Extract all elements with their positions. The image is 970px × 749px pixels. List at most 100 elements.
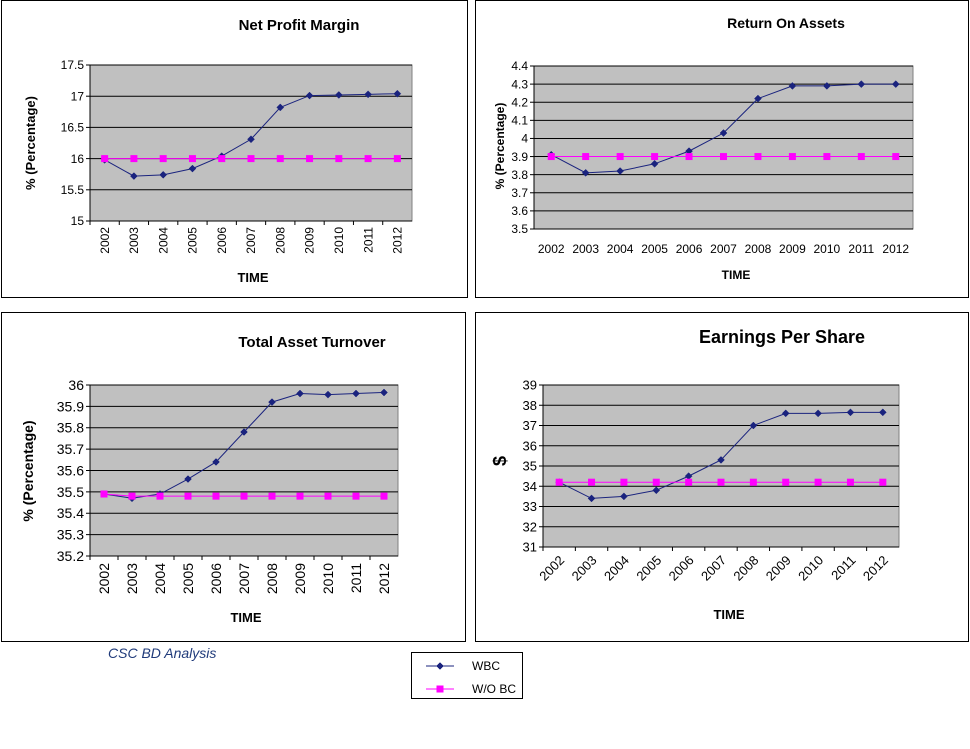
x-tick-label: 2010 xyxy=(814,242,841,256)
x-tick-label: 2002 xyxy=(98,227,112,254)
y-tick-label: 31 xyxy=(523,540,537,555)
y-tick-label: 39 xyxy=(523,378,537,393)
x-tick-label: 2005 xyxy=(633,553,664,584)
x-tick-label: 2002 xyxy=(538,242,565,256)
data-point-wbc xyxy=(652,486,661,495)
chart-title: Earnings Per Share xyxy=(699,327,865,347)
legend-marker xyxy=(436,662,444,670)
data-point-wbc xyxy=(719,129,728,137)
x-tick-label: 2010 xyxy=(795,553,826,584)
y-tick-label: 17.5 xyxy=(61,58,85,72)
y-tick-label: 35.7 xyxy=(57,441,84,457)
x-tick-label: 2005 xyxy=(180,563,196,594)
data-point-wo-bc xyxy=(685,153,693,161)
y-axis-label: % (Percentage) xyxy=(23,96,38,190)
legend-label: WBC xyxy=(472,659,500,673)
data-point-wbc xyxy=(240,428,248,436)
data-point-wbc xyxy=(159,170,168,179)
x-tick-label: 2006 xyxy=(676,242,703,256)
x-tick-label: 2003 xyxy=(124,563,140,594)
chart-panel-net-profit-margin: 15 15.5 16 16.5 17 17.5 2002 2003 2004 2005 2006 20… xyxy=(1,0,468,298)
x-tick-label: 2004 xyxy=(152,563,168,594)
data-point-wo-bc xyxy=(276,155,284,163)
x-tick-label: 2007 xyxy=(698,553,729,584)
data-point-wo-bc xyxy=(268,492,276,500)
x-tick-label: 2003 xyxy=(569,553,600,584)
data-point-wbc xyxy=(891,80,900,88)
y-tick-label: 15.5 xyxy=(61,183,85,197)
data-point-wo-bc xyxy=(788,153,796,161)
data-point-wo-bc xyxy=(749,478,757,486)
data-point-wbc xyxy=(296,389,304,398)
y-tick-label: 35.5 xyxy=(57,484,84,500)
data-point-wo-bc xyxy=(620,478,628,486)
x-tick-label: 2004 xyxy=(607,242,634,256)
y-tick-label: 33 xyxy=(523,499,537,514)
data-point-wo-bc xyxy=(188,155,196,163)
data-point-wo-bc xyxy=(393,155,401,163)
x-tick-label: 2007 xyxy=(244,227,258,254)
chart-panel-total-asset-turnover: 35.2 35.3 35.4 35.5 35.6 35.7 35.8 35.9 36 2002 20… xyxy=(1,312,466,642)
x-tick-label: 2007 xyxy=(710,242,737,256)
x-tick-label: 2004 xyxy=(601,553,632,584)
y-tick-label: 36 xyxy=(523,438,537,453)
data-point-wbc xyxy=(212,458,220,466)
x-tick-label: 2002 xyxy=(96,563,112,594)
y-tick-label: 16.5 xyxy=(61,121,85,135)
y-tick-label: 3.9 xyxy=(511,150,528,164)
data-point-wo-bc xyxy=(879,478,887,486)
chart-panel-return-on-assets: 3.5 3.6 3.7 3.8 3.9 4 4.1 4.2 4.3 4.4 2002 2003 2004… xyxy=(475,0,969,298)
data-point-wo-bc xyxy=(352,492,360,500)
data-point-wo-bc xyxy=(159,155,167,163)
data-point-wo-bc xyxy=(306,155,314,163)
y-tick-label: 4.4 xyxy=(511,59,528,73)
y-tick-label: 35.8 xyxy=(57,420,84,436)
x-axis-label: TIME xyxy=(713,607,744,622)
x-tick-label: 2009 xyxy=(303,227,317,254)
chart-title: Total Asset Turnover xyxy=(238,334,385,351)
data-point-wo-bc xyxy=(335,155,343,163)
y-tick-label: 35.2 xyxy=(57,548,84,564)
y-tick-label: 36 xyxy=(68,377,84,393)
x-axis-label: TIME xyxy=(722,268,751,282)
x-tick-label: 2012 xyxy=(882,242,909,256)
chart-panel-earnings-per-share: 31 32 33 34 35 36 37 38 39 2002 2003 2004 2005 2006 20… xyxy=(475,312,969,642)
y-tick-label: 4.2 xyxy=(511,95,528,109)
data-point-wbc xyxy=(581,169,590,177)
y-tick-label: 35.3 xyxy=(57,527,84,543)
x-tick-label: 2011 xyxy=(348,563,364,593)
y-tick-label: 4.3 xyxy=(511,77,528,91)
data-point-wbc xyxy=(188,164,197,173)
x-axis-label: TIME xyxy=(237,270,268,285)
data-point-wo-bc xyxy=(720,153,727,161)
data-point-wbc xyxy=(754,94,762,103)
x-tick-label: 2012 xyxy=(391,227,405,254)
y-tick-label: 3.5 xyxy=(511,222,528,236)
x-tick-label: 2009 xyxy=(763,553,794,584)
data-point-wbc xyxy=(823,82,831,90)
x-tick-label: 2008 xyxy=(264,563,280,594)
chart-title: Net Profit Margin xyxy=(239,17,360,34)
y-tick-label: 3.7 xyxy=(511,186,528,200)
x-tick-label: 2010 xyxy=(332,227,346,254)
data-point-wbc xyxy=(334,91,343,99)
y-tick-label: 17 xyxy=(71,89,85,103)
data-point-wo-bc xyxy=(324,492,332,500)
chart-title: Return On Assets xyxy=(727,15,845,31)
y-tick-label: 32 xyxy=(523,519,537,534)
data-point-wo-bc xyxy=(616,153,624,161)
x-tick-label: 2003 xyxy=(127,227,141,254)
data-point-wo-bc xyxy=(100,490,108,498)
x-tick-label: 2011 xyxy=(361,227,375,253)
y-tick-label: 3.6 xyxy=(511,204,528,218)
chart-net-profit-margin: 15 15.5 16 16.5 17 17.5 2002 2003 2004 2005 2006 20… xyxy=(23,17,413,285)
data-point-wo-bc xyxy=(240,492,248,500)
data-point-wo-bc xyxy=(555,478,563,486)
x-tick-label: 2011 xyxy=(848,242,874,256)
y-tick-label: 38 xyxy=(523,398,537,413)
data-point-wbc xyxy=(305,91,314,100)
data-point-wo-bc xyxy=(685,478,693,486)
x-tick-label: 2008 xyxy=(273,227,287,254)
data-point-wo-bc xyxy=(717,478,725,486)
data-point-wo-bc xyxy=(128,492,136,500)
